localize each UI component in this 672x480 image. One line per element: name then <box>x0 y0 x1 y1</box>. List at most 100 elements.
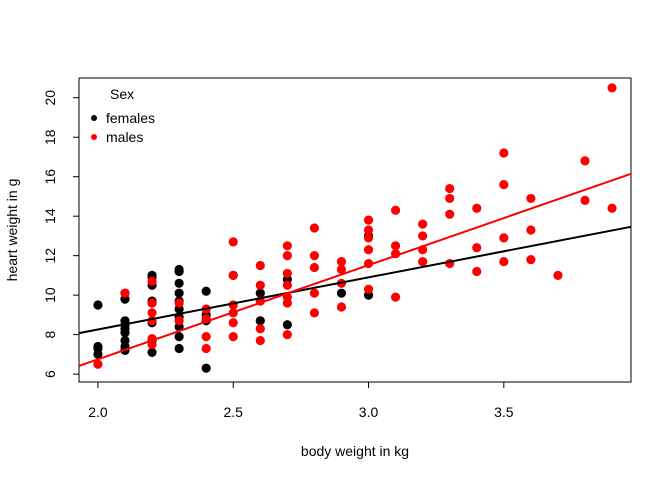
data-point-males <box>472 266 482 277</box>
y-tick-label: 16 <box>42 169 58 185</box>
data-point-males <box>255 280 265 290</box>
y-axis: 6 8 10 12 14 16 18 20 <box>42 90 80 378</box>
data-point-females <box>174 278 184 288</box>
data-point-males <box>472 243 482 253</box>
data-point-males <box>472 203 482 213</box>
data-point-males <box>309 223 320 233</box>
data-point-males <box>255 335 265 346</box>
data-point-males <box>309 262 320 273</box>
trend-lines <box>78 172 632 367</box>
data-point-females <box>174 331 184 342</box>
data-point-males <box>607 83 617 93</box>
y-tick-label: 18 <box>42 129 58 145</box>
y-axis-title: heart weight in g <box>4 179 20 282</box>
data-point-males <box>499 256 509 267</box>
data-point-females <box>174 264 184 275</box>
data-point-males <box>228 331 238 342</box>
data-point-males <box>282 280 292 290</box>
data-point-males <box>390 241 401 251</box>
data-point-males <box>174 298 184 308</box>
data-point-males <box>336 302 347 312</box>
data-point-males <box>255 260 265 271</box>
data-point-females <box>201 286 211 296</box>
x-tick-label: 2.5 <box>224 404 244 420</box>
x-axis: 2.0 2.5 3.0 3.5 <box>88 381 514 420</box>
data-point-males <box>363 245 374 255</box>
data-point-females <box>174 288 184 298</box>
legend-label-females: females <box>106 110 155 126</box>
trend-line-females <box>78 225 632 335</box>
data-point-males <box>174 316 184 326</box>
trend-line-males <box>78 172 632 367</box>
data-point-females <box>336 288 347 298</box>
data-point-females <box>255 316 265 326</box>
y-tick-label: 8 <box>42 331 58 339</box>
data-point-males <box>228 237 238 247</box>
data-point-females <box>120 335 130 346</box>
data-point-males <box>445 193 455 204</box>
data-point-females <box>93 300 103 310</box>
data-point-males <box>445 183 455 194</box>
data-point-males <box>228 318 238 328</box>
data-point-males <box>309 251 320 261</box>
data-point-females <box>255 288 265 298</box>
data-point-males <box>201 331 211 342</box>
data-point-females <box>147 347 157 357</box>
data-point-males <box>445 209 455 219</box>
data-point-males <box>390 205 401 215</box>
data-point-males <box>363 215 374 225</box>
y-tick-label: 20 <box>42 90 58 106</box>
data-point-males <box>607 203 617 213</box>
data-point-females <box>93 341 103 352</box>
data-point-males <box>418 256 428 267</box>
data-point-males <box>336 256 347 267</box>
data-point-males <box>93 359 103 369</box>
x-tick-label: 3.0 <box>359 404 379 420</box>
data-point-males <box>201 343 211 354</box>
data-point-males <box>309 288 320 298</box>
data-point-males <box>499 148 509 158</box>
data-point-males <box>499 179 509 190</box>
data-point-males <box>228 270 238 281</box>
legend-title: Sex <box>110 86 134 102</box>
data-point-males <box>526 225 536 235</box>
data-point-males <box>363 225 374 235</box>
legend: Sex females males <box>91 86 155 145</box>
legend-label-males: males <box>106 129 143 145</box>
x-tick-label: 3.5 <box>494 404 514 420</box>
data-point-males <box>418 219 428 229</box>
data-point-males <box>526 193 536 204</box>
data-point-males <box>526 255 536 265</box>
data-point-males <box>363 284 374 294</box>
y-tick-label: 10 <box>42 287 58 303</box>
x-tick-label: 2.0 <box>88 404 108 420</box>
data-point-males <box>499 233 509 243</box>
data-point-males <box>336 264 347 275</box>
data-point-males <box>418 231 428 241</box>
data-point-males <box>120 288 130 298</box>
data-point-males <box>282 268 292 279</box>
data-point-males <box>147 298 157 308</box>
data-point-males <box>553 270 563 281</box>
legend-marker-males <box>91 134 97 140</box>
data-point-females <box>282 320 292 330</box>
data-point-males <box>147 308 157 318</box>
data-point-males <box>390 292 401 302</box>
y-tick-label: 14 <box>42 208 58 224</box>
data-point-males <box>282 330 292 340</box>
y-tick-label: 6 <box>42 370 58 378</box>
data-point-males <box>309 308 320 318</box>
data-point-males <box>580 156 590 166</box>
x-axis-title: body weight in kg <box>301 443 409 459</box>
legend-marker-females <box>91 115 97 121</box>
data-point-females <box>201 363 211 373</box>
data-point-males <box>282 241 292 251</box>
data-point-males <box>282 251 292 261</box>
data-point-males <box>363 233 374 243</box>
y-tick-label: 12 <box>42 248 58 264</box>
data-points <box>93 83 617 373</box>
data-point-males <box>580 195 590 205</box>
data-point-males <box>147 276 157 286</box>
data-point-females <box>174 343 184 354</box>
